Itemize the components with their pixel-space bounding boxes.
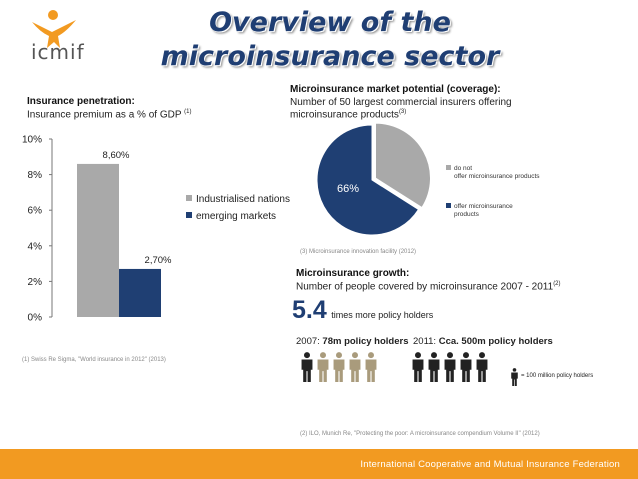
market-potential-subtitle-line1: Number of 50 largest commercial insurers…: [290, 97, 512, 108]
penetration-title: Insurance penetration:: [27, 96, 135, 107]
pie-slice-0: [375, 122, 431, 209]
growth-multiplier-line: 5.4 times more policy holders: [292, 296, 433, 325]
pie-legend-label: offer microinsurance products: [454, 203, 513, 218]
penetration-source: (1) Swiss Re Sigma, "World insurance in …: [22, 357, 166, 363]
year2007-caption: 2007: 78m policy holders: [296, 336, 409, 347]
bar-chart-tick-label: 0%: [28, 313, 43, 324]
bar-chart-tick-label: 10%: [22, 135, 42, 146]
market-potential-source: (3) Microinsurance innovation facility (…: [300, 249, 417, 255]
icmif-logo: [32, 10, 76, 48]
person-icon: [428, 352, 440, 382]
market-potential-pie-chart: 66% do not offer microinsurance products of…: [316, 122, 540, 236]
person-icon: [349, 352, 361, 382]
people-row-2011: [411, 352, 511, 402]
person-icon: [317, 352, 329, 382]
people-legend-text: = 100 million policy holders: [521, 373, 594, 379]
person-icon: [444, 352, 456, 382]
person-icon: [301, 352, 313, 382]
growth-multiplier-text: times more policy holders: [331, 310, 434, 320]
growth-multiplier: 5.4: [292, 296, 327, 324]
bar-legend-swatch: [186, 212, 192, 218]
person-icon: [365, 352, 377, 382]
market-potential-subtitle-line2: microinsurance products(3): [290, 109, 407, 121]
footer-text: International Cooperative and Mutual Ins…: [360, 459, 620, 470]
bar-chart-tick-label: 2%: [28, 277, 43, 288]
bar-chart-tick-label: 8%: [28, 170, 43, 181]
bar-0: [77, 163, 119, 317]
pie-legend-label: do not offer microinsurance products: [454, 165, 540, 180]
bar-legend-label: emerging markets: [196, 211, 276, 222]
pie-data-label: 66%: [337, 183, 359, 195]
bar-chart-tick-label: 6%: [28, 206, 43, 217]
legend-person-icon: [510, 368, 519, 386]
growth-subtitle: Number of people covered by microinsuran…: [296, 281, 561, 293]
pie-legend-swatch: [446, 165, 451, 170]
pie-slice-1: [316, 124, 420, 236]
growth-title: Microinsurance growth:: [296, 268, 410, 279]
bar-1: [119, 268, 161, 317]
page-title-line1: Overview of the: [209, 7, 451, 38]
person-icon: [476, 352, 488, 382]
growth-source: (2) ILO, Munich Re, "Protecting the poor…: [300, 431, 540, 437]
footer-bar: [0, 449, 638, 479]
people-row-2007: [300, 352, 400, 402]
bar-data-label: 2,70%: [145, 255, 172, 266]
market-potential-title: Microinsurance market potential (coverag…: [290, 84, 501, 95]
bar-data-label: 8,60%: [103, 150, 130, 161]
logo-text: icmif: [31, 40, 85, 64]
person-icon: [333, 352, 345, 382]
penetration-bar-chart: 0% 2% 4% 6% 8% 10% 8,60% 2,70% Industrialised na…: [22, 135, 290, 324]
penetration-subtitle: Insurance premium as a % of GDP (1): [27, 109, 192, 121]
person-icon: [412, 352, 424, 382]
person-icon: [511, 368, 518, 386]
bar-legend-label: Industrialised nations: [196, 194, 290, 205]
person-icon: [460, 352, 472, 382]
pie-legend-swatch: [446, 203, 451, 208]
year2011-caption: 2011: Cca. 500m policy holders: [413, 336, 553, 347]
bar-chart-tick-label: 4%: [28, 241, 43, 252]
page-title-line2: microinsurance sector: [160, 41, 500, 72]
bar-legend-swatch: [186, 195, 192, 201]
